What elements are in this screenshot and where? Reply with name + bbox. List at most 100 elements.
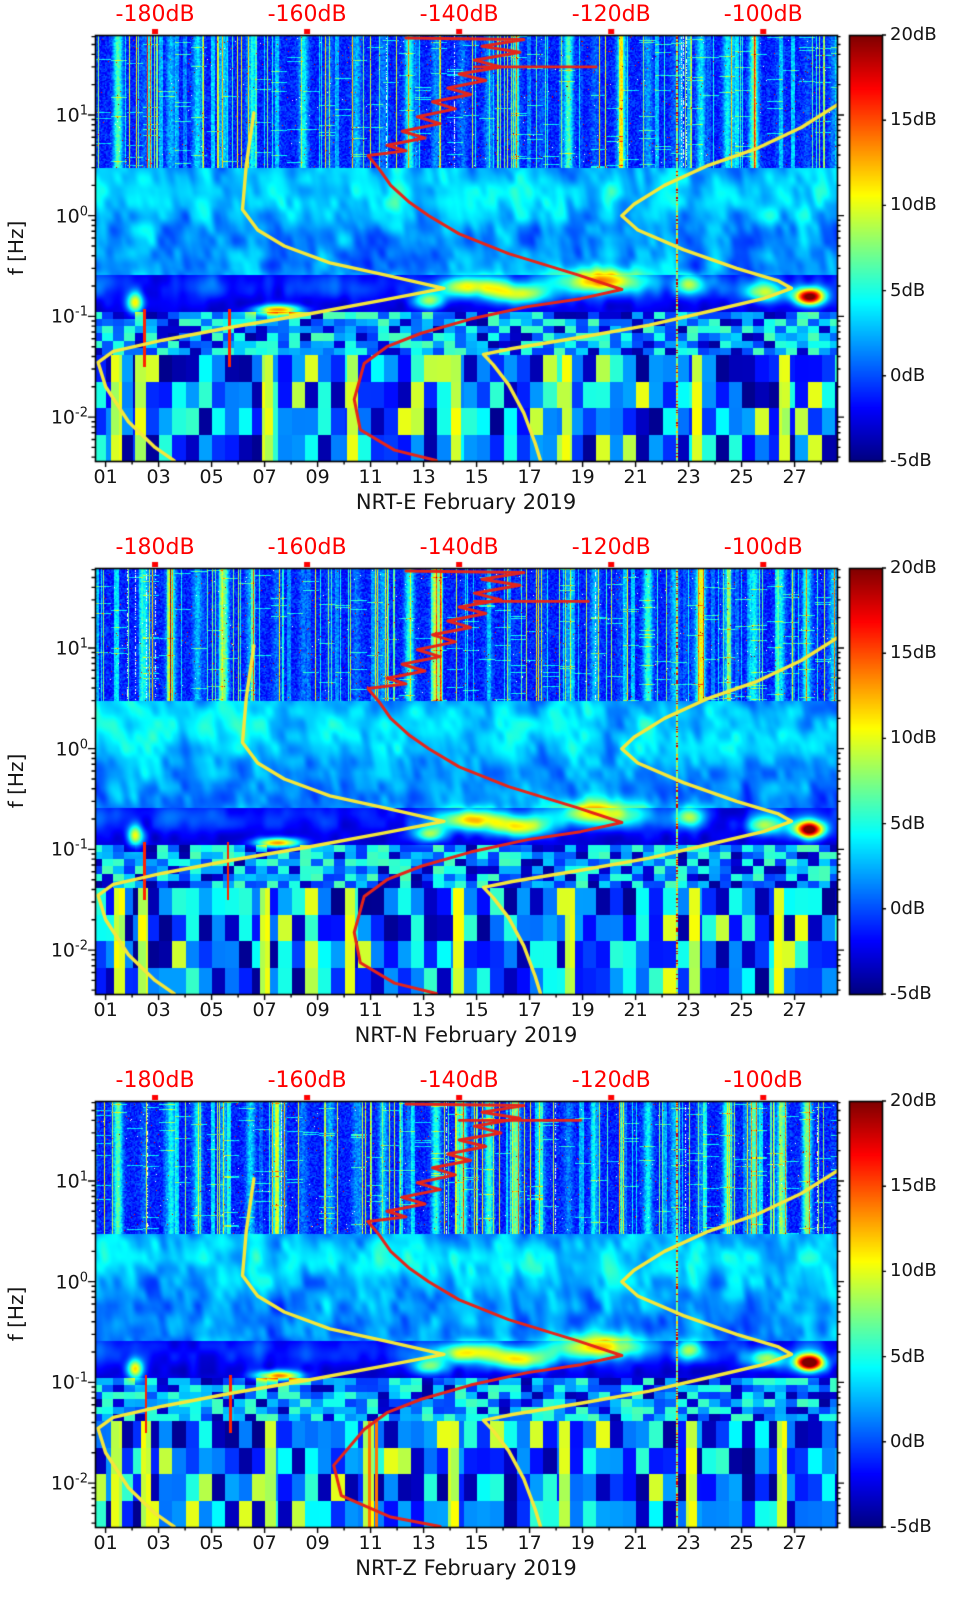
spectrogram-canvas-nrt-e <box>0 0 962 533</box>
y-tick-base: 10 <box>50 406 76 429</box>
y-tick-base: 10 <box>50 1472 76 1495</box>
top-axis-label: -160dB <box>267 2 347 27</box>
panel-nrt-e: -180dB -160dB -140dB -120dB -100dB 101 100 10-1… <box>0 0 962 533</box>
colorbar-tick-label: 10dB <box>890 194 937 216</box>
x-tick-label: 17 <box>517 999 542 1021</box>
y-tick-exponent: -2 <box>75 1471 88 1487</box>
colorbar-tick-label: 5dB <box>890 1345 926 1367</box>
colorbar-tick-label: 20dB <box>890 1090 937 1111</box>
x-tick-label: 05 <box>199 999 224 1021</box>
y-tick-label: 100 <box>26 738 88 759</box>
y-tick-exponent: -2 <box>75 938 88 954</box>
x-tick-label: 21 <box>623 1532 648 1554</box>
spectrogram-canvas-nrt-n <box>0 533 962 1066</box>
top-axis-label: -140dB <box>419 535 499 560</box>
colorbar-tick-label: -5dB <box>890 450 932 471</box>
y-tick-label: 101 <box>26 104 88 125</box>
x-tick-label: 03 <box>146 466 171 488</box>
y-axis-label: f [Hz] <box>4 753 28 809</box>
x-tick-label: 11 <box>358 1532 383 1554</box>
y-tick-base: 10 <box>55 1271 80 1294</box>
y-tick-label: 10-2 <box>26 406 88 427</box>
top-axis-label: -180dB <box>115 1068 195 1093</box>
x-tick-label: 13 <box>411 466 436 488</box>
colorbar-tick-label: 20dB <box>890 557 937 578</box>
x-tick-label: 19 <box>570 466 595 488</box>
y-tick-label: 10-1 <box>26 306 88 327</box>
y-tick-label: 101 <box>26 1170 88 1191</box>
y-tick-base: 10 <box>50 1372 76 1395</box>
x-tick-label: 17 <box>517 466 542 488</box>
x-tick-label: 03 <box>146 999 171 1021</box>
y-tick-label: 101 <box>26 637 88 658</box>
x-tick-label: 09 <box>305 1532 330 1554</box>
x-tick-label: 23 <box>676 999 701 1021</box>
panel-title: NRT-Z February 2019 <box>355 1556 577 1580</box>
x-tick-label: 01 <box>93 466 118 488</box>
x-tick-label: 07 <box>252 999 277 1021</box>
x-tick-label: 03 <box>146 1532 171 1554</box>
x-tick-label: 25 <box>729 1532 754 1554</box>
top-axis-label: -100dB <box>723 2 803 27</box>
panel-title: NRT-N February 2019 <box>354 1023 578 1047</box>
colorbar-tick-label: 0dB <box>890 1430 926 1452</box>
colorbar-tick-label: 10dB <box>890 727 937 749</box>
x-tick-label: 25 <box>729 466 754 488</box>
y-tick-base: 10 <box>50 939 76 962</box>
x-tick-label: 23 <box>676 466 701 488</box>
top-axis-label: -160dB <box>267 535 347 560</box>
y-tick-exponent: 0 <box>79 737 88 753</box>
colorbar-tick-label: 5dB <box>890 279 926 301</box>
y-tick-exponent: -1 <box>75 1370 88 1386</box>
x-tick-label: 19 <box>570 999 595 1021</box>
x-tick-label: 25 <box>729 999 754 1021</box>
x-tick-label: 17 <box>517 1532 542 1554</box>
colorbar-tick-label: 15dB <box>890 1175 937 1197</box>
panel-nrt-z: -180dB -160dB -140dB -120dB -100dB 101 100 10-1… <box>0 1066 962 1599</box>
x-tick-label: 07 <box>252 466 277 488</box>
top-axis-label: -120dB <box>571 2 651 27</box>
top-axis-label: -140dB <box>419 1068 499 1093</box>
colorbar-tick-label: 0dB <box>890 364 926 386</box>
y-tick-label: 100 <box>26 205 88 226</box>
panel-title: NRT-E February 2019 <box>355 490 577 514</box>
top-axis-label: -180dB <box>115 2 195 27</box>
top-axis-label: -180dB <box>115 535 195 560</box>
colorbar-tick-label: 15dB <box>890 642 937 664</box>
x-tick-label: 15 <box>464 999 489 1021</box>
top-axis-label: -100dB <box>723 535 803 560</box>
x-tick-label: 27 <box>782 999 807 1021</box>
top-axis-label: -140dB <box>419 2 499 27</box>
x-tick-label: 21 <box>623 466 648 488</box>
top-axis-label: -120dB <box>571 1068 651 1093</box>
colorbar-tick-label: 20dB <box>890 24 937 45</box>
y-tick-base: 10 <box>55 104 80 127</box>
y-tick-base: 10 <box>55 1170 80 1193</box>
x-tick-label: 13 <box>411 999 436 1021</box>
x-tick-label: 23 <box>676 1532 701 1554</box>
x-tick-label: 09 <box>305 999 330 1021</box>
y-tick-base: 10 <box>50 306 76 329</box>
y-tick-exponent: -2 <box>75 405 88 421</box>
y-tick-base: 10 <box>55 738 80 761</box>
y-tick-base: 10 <box>50 839 76 862</box>
x-tick-label: 13 <box>411 1532 436 1554</box>
y-tick-label: 10-1 <box>26 839 88 860</box>
y-tick-exponent: 0 <box>79 204 88 220</box>
x-tick-label: 11 <box>358 999 383 1021</box>
x-tick-label: 19 <box>570 1532 595 1554</box>
colorbar-tick-label: -5dB <box>890 1516 932 1537</box>
y-tick-exponent: -1 <box>75 304 88 320</box>
panel-nrt-n: -180dB -160dB -140dB -120dB -100dB 101 100 10-1… <box>0 533 962 1066</box>
spectrogram-canvas-nrt-z <box>0 1066 962 1599</box>
colorbar-tick-label: 15dB <box>890 109 937 131</box>
x-tick-label: 09 <box>305 466 330 488</box>
y-tick-label: 10-2 <box>26 1472 88 1493</box>
y-tick-label: 100 <box>26 1271 88 1292</box>
x-tick-label: 11 <box>358 466 383 488</box>
y-tick-exponent: 1 <box>79 636 88 652</box>
x-tick-label: 15 <box>464 466 489 488</box>
x-tick-label: 15 <box>464 1532 489 1554</box>
top-axis-label: -100dB <box>723 1068 803 1093</box>
